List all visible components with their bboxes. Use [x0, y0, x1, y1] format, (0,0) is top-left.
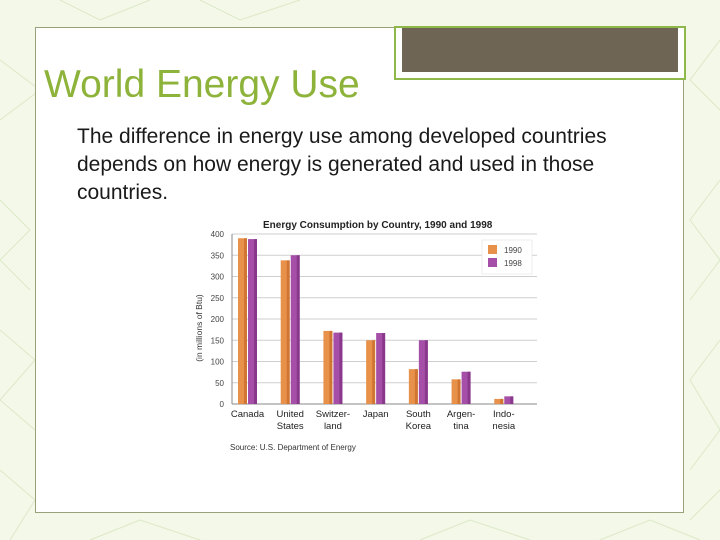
- category-label: Korea: [406, 421, 432, 432]
- y-axis-label: (in millions of Btu): [194, 294, 204, 362]
- legend: 1990 1998: [481, 239, 533, 275]
- y-tick-label: 300: [211, 273, 225, 282]
- bar-body: [290, 255, 300, 404]
- bar-1998: [290, 255, 300, 404]
- bar-1998: [418, 340, 428, 404]
- bar-1990: [408, 369, 418, 404]
- bar-1990: [451, 379, 461, 404]
- bar-shade: [286, 260, 290, 404]
- y-tick-label: 50: [215, 379, 224, 388]
- y-tick-label: 250: [211, 294, 225, 303]
- bar-1998: [248, 239, 257, 404]
- bar-shade: [339, 332, 343, 404]
- bar-shade: [424, 340, 428, 404]
- bars: [238, 238, 514, 404]
- category-label: Switzer-: [316, 409, 350, 420]
- chart-title: Energy Consumption by Country, 1990 and …: [263, 220, 493, 231]
- bar-1990: [366, 340, 376, 404]
- bar-shade: [329, 330, 333, 404]
- category-label: South: [406, 409, 431, 420]
- bar-shade: [382, 333, 386, 404]
- bar-body: [248, 239, 257, 404]
- bar-1990: [494, 398, 504, 404]
- bar-1990: [280, 260, 290, 404]
- category-label: Canada: [231, 409, 265, 420]
- bar-1998: [504, 396, 514, 404]
- bar-body: [280, 260, 290, 404]
- bar-shade: [467, 371, 471, 404]
- slide-title: World Energy Use: [44, 63, 360, 106]
- bar-body: [461, 371, 471, 404]
- y-tick-label: 200: [211, 315, 225, 324]
- bar-shade: [457, 379, 461, 404]
- category-label: States: [277, 421, 304, 432]
- slide-body-text: The difference in energy use among devel…: [77, 125, 607, 204]
- bar-shade: [414, 369, 418, 404]
- bar-body: [323, 330, 333, 404]
- bar-body: [504, 396, 514, 404]
- y-tick-label: 350: [211, 251, 225, 260]
- bar-body: [408, 369, 418, 404]
- energy-bar-chart: Energy Consumption by Country, 1990 and …: [194, 220, 537, 452]
- category-label: Indo-: [493, 409, 515, 420]
- bar-body: [333, 332, 343, 404]
- y-tick-label: 150: [211, 336, 225, 345]
- category-label: Japan: [363, 409, 389, 420]
- legend-swatch-1998: [488, 258, 497, 267]
- category-label: tina: [453, 421, 469, 432]
- bar-body: [418, 340, 428, 404]
- bar-1998: [333, 332, 343, 404]
- y-tick-label: 400: [211, 230, 225, 239]
- bar-shade: [244, 238, 247, 404]
- bar-body: [451, 379, 461, 404]
- bar-shade: [296, 255, 300, 404]
- bar-1998: [461, 371, 471, 404]
- y-tick-label: 100: [211, 358, 225, 367]
- y-tick-labels: 0 50 100 150 200 250 300 350 400: [211, 230, 225, 409]
- header-tab: [394, 26, 686, 80]
- legend-label-1990: 1990: [504, 246, 522, 255]
- chart-source: Source: U.S. Department of Energy: [230, 443, 356, 452]
- legend-label-1998: 1998: [504, 259, 522, 268]
- bar-shade: [510, 396, 514, 404]
- category-label: United: [276, 409, 303, 420]
- bar-1998: [376, 333, 386, 404]
- bar-body: [494, 398, 504, 404]
- category-label: Argen-: [447, 409, 476, 420]
- bar-shade: [254, 239, 257, 404]
- bar-shade: [500, 398, 504, 404]
- bar-body: [238, 238, 247, 404]
- header-tab-fill: [402, 28, 678, 72]
- bar-1990: [323, 330, 333, 404]
- bar-body: [366, 340, 376, 404]
- y-tick-label: 0: [220, 400, 225, 409]
- legend-swatch-1990: [488, 245, 497, 254]
- bar-1990: [238, 238, 247, 404]
- category-label: nesia: [492, 421, 515, 432]
- slide-frame: [35, 26, 686, 513]
- category-label: land: [324, 421, 342, 432]
- bar-body: [376, 333, 386, 404]
- bar-shade: [372, 340, 376, 404]
